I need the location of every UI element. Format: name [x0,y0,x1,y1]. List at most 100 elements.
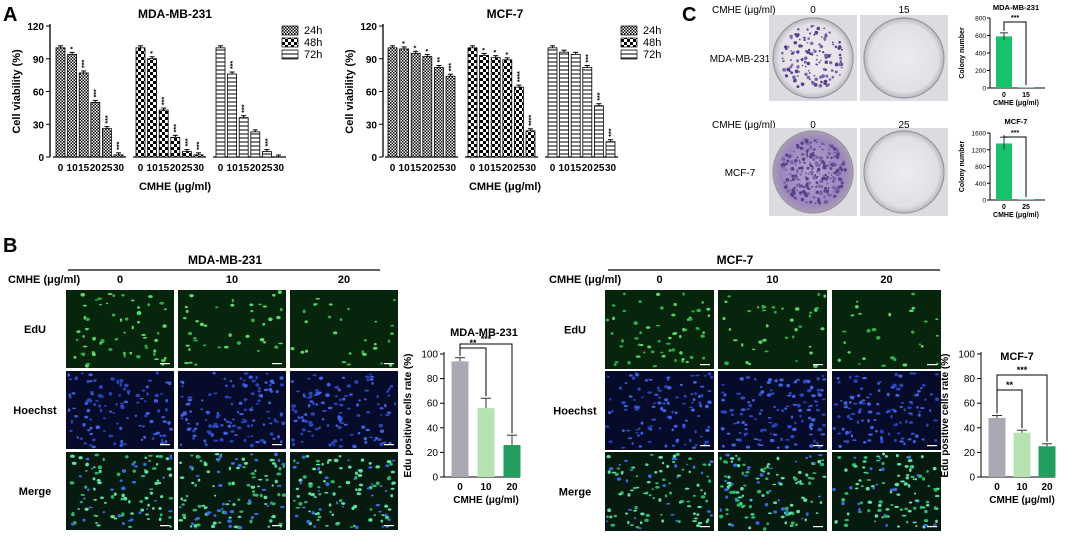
cell-nucleus [910,476,915,478]
cell-nucleus [220,424,224,427]
cell-nucleus [768,512,772,514]
cell-nucleus [858,508,861,512]
cell-nucleus [339,499,343,502]
cell-nucleus [760,409,763,411]
cell-nucleus [899,406,903,408]
cell-nucleus [697,415,700,417]
cell-nucleus [817,460,821,464]
cell-nucleus [251,486,256,489]
cell-nucleus [721,391,724,393]
cell-nucleus [380,407,384,409]
scale-bar [272,444,282,445]
cell-nucleus [857,420,859,424]
cell-nucleus [934,488,938,491]
cell-nucleus [700,334,705,338]
cell-nucleus [318,490,320,492]
cell-nucleus [789,392,792,394]
colony [812,152,814,154]
cell-nucleus [614,363,617,366]
cell-nucleus [693,465,696,469]
cell-nucleus [725,454,730,457]
cell-nucleus [608,441,612,443]
colony [790,192,793,195]
significance-mark: *** [162,97,169,105]
cell-nucleus [110,488,114,490]
colony [795,177,798,180]
cell-nucleus [358,488,362,491]
cell-nucleus [369,436,373,438]
cell-nucleus [681,358,684,360]
cell-nucleus [359,484,363,487]
cell-nucleus [344,424,348,426]
cell-nucleus [704,492,706,495]
cell-nucleus [97,479,101,482]
cell-nucleus [74,376,78,380]
cell-nucleus [850,314,854,316]
cell-nucleus [161,416,165,418]
cell-nucleus [188,348,190,351]
cell-nucleus [84,508,88,511]
significance-mark: * [402,41,409,44]
cell-nucleus [217,412,220,415]
cell-nucleus [136,394,141,397]
cell-nucleus [96,524,100,526]
cell-nucleus [84,416,88,419]
colony [814,139,816,141]
cell-nucleus [790,504,794,507]
cell-nucleus [656,293,660,296]
colony [836,154,840,158]
cell-nucleus [69,378,72,380]
colony [788,156,791,159]
colony [790,180,792,182]
cell-nucleus [278,343,283,345]
micrograph-edu [178,290,286,368]
cell-nucleus [95,400,99,402]
bar [239,118,248,157]
cell-nucleus [876,403,879,406]
cell-nucleus [291,347,295,350]
cell-nucleus [144,414,147,417]
cell-nucleus [163,434,167,437]
scale-bar [927,364,937,365]
cell-nucleus [260,394,263,398]
colony [823,195,826,198]
cell-nucleus [657,390,662,392]
bar [446,76,455,157]
cell-nucleus [169,474,172,477]
cell-nucleus [721,427,725,430]
cell-nucleus [858,410,861,413]
cell-nucleus [777,447,780,449]
cell-nucleus [809,434,813,436]
cell-nucleus [152,507,155,510]
micrograph-hoechst [290,371,398,449]
cell-nucleus [131,463,135,466]
cell-nucleus [225,503,229,505]
cell-nucleus [935,397,939,401]
cell-nucleus [387,395,390,397]
cell-nucleus [816,389,821,391]
cell-nucleus [701,495,705,498]
cell-nucleus [912,307,915,310]
cell-nucleus [244,439,246,443]
cell-nucleus [110,377,114,380]
cell-nucleus [322,418,325,420]
cell-nucleus [319,377,323,380]
cell-nucleus [258,387,261,390]
cell-nucleus [148,460,151,462]
cell-nucleus [224,418,226,420]
cell-nucleus [768,467,773,469]
bar [480,55,489,157]
colony [827,187,829,189]
cell-nucleus [346,481,351,484]
bar [434,67,443,157]
cell-nucleus [751,516,755,519]
cell-nucleus [778,383,783,386]
cell-nucleus [887,409,891,412]
cell-nucleus [69,430,73,432]
colony [823,190,825,192]
cell-nucleus [296,488,299,491]
cell-nucleus [270,390,273,392]
y-tick-label: 400 [975,51,986,58]
cell-nucleus [224,346,229,349]
cell-nucleus [97,298,102,300]
